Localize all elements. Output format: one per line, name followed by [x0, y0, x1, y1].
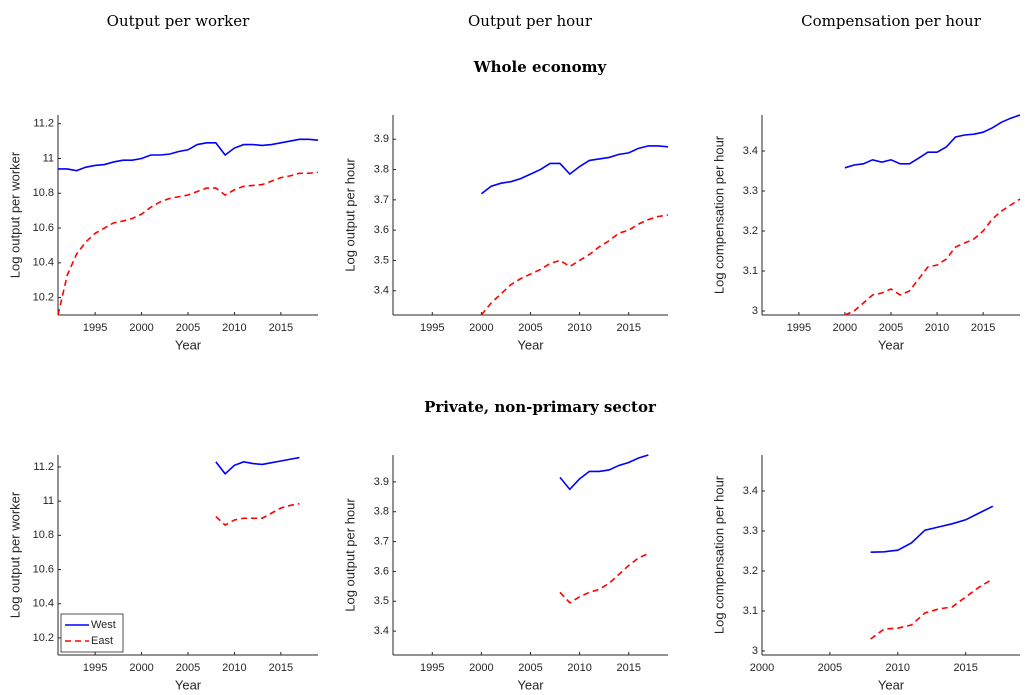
series-line: [58, 138, 319, 172]
x-tick-label: 2005: [176, 662, 200, 674]
series-line: [844, 198, 1021, 316]
x-tick-label: 2000: [750, 662, 774, 674]
x-axis-label: Year: [175, 677, 202, 692]
x-axis-label: Year: [878, 337, 905, 352]
series-line: [57, 171, 319, 316]
y-tick-label: 3.4: [374, 625, 389, 637]
series-line: [844, 114, 1021, 169]
x-tick-label: 2000: [833, 322, 857, 334]
x-tick-label: 2005: [879, 322, 903, 334]
x-tick-label: 1995: [420, 322, 444, 334]
y-tick-label: 3.6: [374, 224, 389, 236]
column-title: Output per hour: [468, 12, 593, 30]
y-tick-label: 3.9: [374, 476, 389, 488]
x-tick-label: 2015: [616, 662, 640, 674]
x-tick-label: 2010: [567, 662, 591, 674]
y-tick-label: 3.4: [743, 485, 758, 497]
x-tick-label: 1995: [83, 322, 107, 334]
x-tick-label: 2015: [953, 662, 977, 674]
y-tick-label: 10.8: [33, 187, 54, 199]
x-tick-label: 2015: [269, 662, 293, 674]
x-tick-label: 1995: [787, 322, 811, 334]
column-title: Output per worker: [107, 12, 250, 30]
series-line: [870, 578, 994, 640]
x-tick-label: 2010: [567, 322, 591, 334]
y-tick-label: 10.2: [33, 292, 54, 304]
y-tick-label: 3.4: [374, 285, 389, 297]
y-tick-label: 3.7: [374, 194, 389, 206]
y-tick-label: 3.1: [743, 265, 758, 277]
y-tick-label: 3.1: [743, 605, 758, 617]
x-tick-label: 2005: [518, 662, 542, 674]
series-line: [215, 502, 300, 527]
y-tick-label: 3: [752, 305, 758, 317]
y-tick-label: 11.2: [33, 118, 54, 130]
series-line: [215, 456, 300, 475]
legend-label: West: [91, 619, 116, 631]
column-title: Compensation per hour: [801, 12, 982, 30]
series-line: [559, 454, 649, 491]
y-tick-label: 10.6: [33, 222, 54, 234]
y-tick-label: 3.2: [743, 565, 758, 577]
y-tick-label: 3.4: [743, 145, 758, 157]
x-tick-label: 2015: [971, 322, 995, 334]
y-tick-label: 10.6: [33, 563, 54, 575]
y-axis-label: Log compensation per hour: [711, 475, 726, 634]
x-axis-label: Year: [878, 677, 905, 692]
x-tick-label: 1995: [420, 662, 444, 674]
x-tick-label: 2000: [129, 322, 153, 334]
y-axis-label: Log output per hour: [342, 158, 357, 272]
y-tick-label: 11: [43, 495, 54, 507]
y-tick-label: 11.2: [33, 461, 54, 473]
series-line: [480, 214, 669, 316]
y-tick-label: 10.4: [33, 598, 54, 610]
series-line: [559, 552, 649, 604]
row-title: Private, non-primary sector: [424, 398, 657, 416]
y-tick-label: 3.8: [374, 506, 389, 518]
y-axis-label: Log compensation per hour: [711, 135, 726, 294]
y-tick-label: 3.3: [743, 525, 758, 537]
y-tick-label: 10.8: [33, 529, 54, 541]
y-tick-label: 3.5: [374, 254, 389, 266]
row-title: Whole economy: [473, 58, 608, 76]
x-tick-label: 2010: [925, 322, 949, 334]
x-axis-label: Year: [517, 337, 544, 352]
x-tick-label: 2010: [222, 662, 246, 674]
y-tick-label: 3.5: [374, 595, 389, 607]
legend: West East: [60, 613, 124, 653]
legend-label: East: [91, 635, 113, 647]
legend-box: [60, 613, 124, 653]
x-tick-label: 2005: [518, 322, 542, 334]
x-axis-label: Year: [175, 337, 202, 352]
y-tick-label: 3.2: [743, 225, 758, 237]
series-line: [870, 505, 994, 553]
series-line: [480, 145, 669, 195]
x-tick-label: 2010: [222, 322, 246, 334]
x-tick-label: 2010: [886, 662, 910, 674]
y-tick-label: 3.6: [374, 565, 389, 577]
x-axis-label: Year: [517, 677, 544, 692]
y-tick-label: 3: [752, 645, 758, 657]
y-tick-label: 3.9: [374, 133, 389, 145]
y-tick-label: 10.2: [33, 632, 54, 644]
x-tick-label: 2000: [129, 662, 153, 674]
x-tick-label: 2000: [469, 662, 493, 674]
y-tick-label: 3.8: [374, 163, 389, 175]
x-tick-label: 2015: [616, 322, 640, 334]
y-tick-label: 3.3: [743, 185, 758, 197]
x-tick-label: 2000: [469, 322, 493, 334]
y-tick-label: 11: [43, 152, 54, 164]
x-tick-label: 2005: [176, 322, 200, 334]
x-tick-label: 2015: [269, 322, 293, 334]
y-axis-label: Log output per worker: [7, 491, 22, 618]
y-tick-label: 10.4: [33, 257, 54, 269]
y-axis-label: Log output per worker: [7, 151, 22, 278]
x-tick-label: 1995: [83, 662, 107, 674]
y-axis-label: Log output per hour: [342, 498, 357, 612]
x-tick-label: 2005: [818, 662, 842, 674]
y-tick-label: 3.7: [374, 535, 389, 547]
